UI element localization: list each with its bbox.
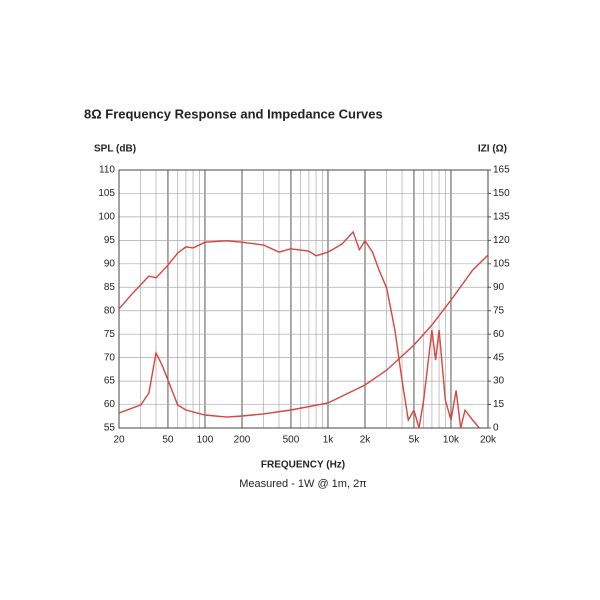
y2-tick-label: 75 (493, 305, 505, 316)
y-tick-label: 80 (104, 305, 116, 316)
x-tick-label: 100 (197, 435, 214, 446)
y-tick-label: 60 (104, 399, 116, 410)
y2-axis-label: IZI (Ω) (478, 144, 507, 155)
y2-tick-label: 135 (493, 212, 510, 223)
y2-tick-label: 90 (493, 282, 505, 293)
series-line (118, 254, 489, 418)
y2-tick-label: 30 (493, 376, 505, 387)
x-tick-label: 200 (234, 435, 251, 446)
y2-tick-label: 150 (493, 188, 510, 199)
y-tick-label: 65 (104, 376, 116, 387)
y-tick-label: 75 (104, 329, 116, 340)
x-tick-label: 10k (443, 435, 460, 446)
y2-tick-label: 105 (493, 258, 510, 269)
x-tick-label: 20 (113, 435, 125, 446)
x-tick-label: 500 (283, 435, 300, 446)
y-tick-label: 85 (104, 282, 116, 293)
y2-tick-label: 15 (493, 399, 505, 410)
y2-tick-label: 60 (493, 329, 505, 340)
y2-tick-label: 45 (493, 352, 505, 363)
y-tick-label: 55 (104, 423, 116, 434)
x-tick-label: 5k (409, 435, 421, 446)
y-tick-label: 105 (98, 188, 115, 199)
y2-tick-label: 165 (493, 165, 510, 176)
x-tick-label: 20k (480, 435, 497, 446)
plot-frame (118, 169, 489, 429)
y2-tick-label: 0 (493, 423, 499, 434)
y-tick-label: 90 (104, 258, 116, 269)
y-tick-label: 70 (104, 352, 116, 363)
chart-title: 8Ω Frequency Response and Impedance Curv… (84, 106, 383, 121)
x-axis-label: FREQUENCY (Hz) (261, 460, 345, 471)
y-tick-label: 110 (99, 165, 115, 176)
y2-tick-label: 120 (493, 235, 510, 246)
y-tick-label: 100 (98, 212, 115, 223)
y-tick-label: 95 (104, 235, 116, 246)
x-tick-label: 1k (323, 435, 335, 446)
series-line (118, 230, 480, 429)
y-axis-label: SPL (dB) (94, 144, 136, 155)
x-tick-label: 2k (360, 435, 372, 446)
x-tick-label: 50 (162, 435, 174, 446)
chart-subtitle: Measured - 1W @ 1m, 2π (239, 478, 367, 490)
